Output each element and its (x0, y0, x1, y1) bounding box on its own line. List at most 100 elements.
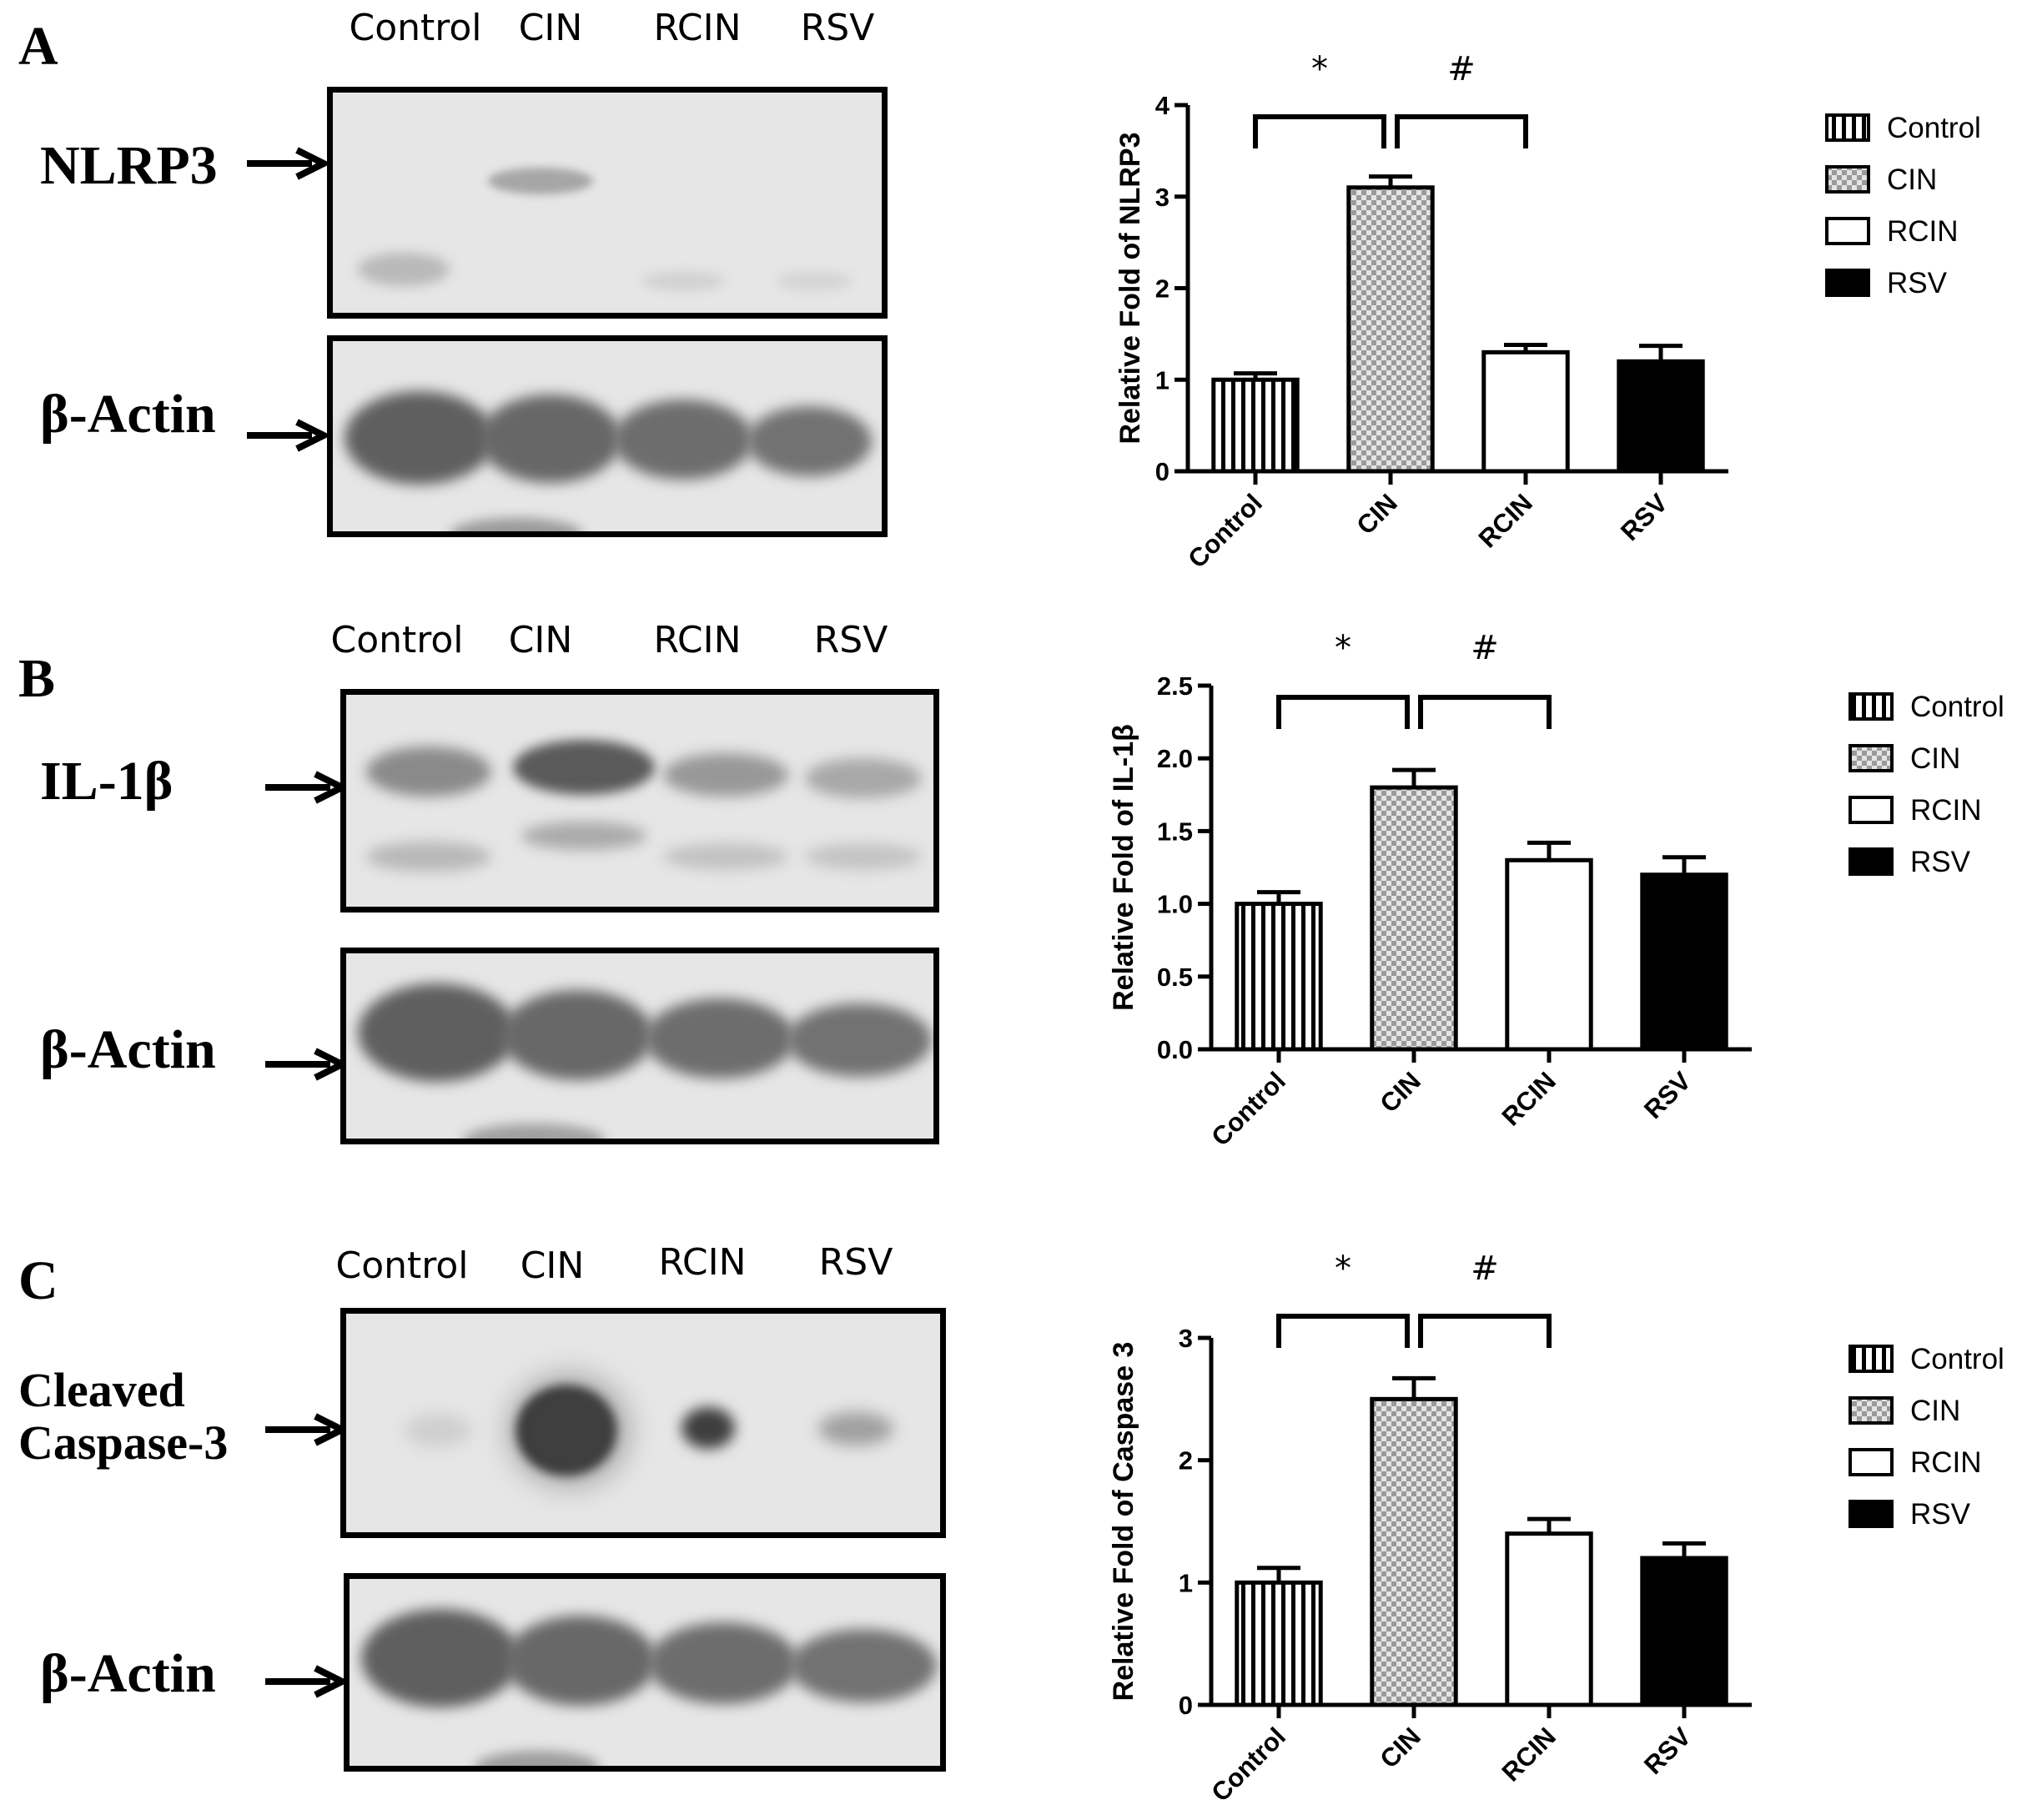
lane-label-rsv: RSV (818, 1241, 893, 1284)
y-tick-label: 1 (1179, 1568, 1193, 1597)
legend-swatch (1848, 847, 1894, 876)
significance-symbol: # (1447, 50, 1476, 88)
blot-band (682, 1407, 735, 1449)
significance-bracket (1276, 1314, 1410, 1348)
bar-control (1211, 377, 1300, 474)
legend-label: RCIN (1910, 1446, 1982, 1479)
blot-band (463, 1124, 605, 1139)
protein-label-beta-actin: β-Actin (40, 1019, 216, 1080)
y-tick-label: 2 (1179, 1446, 1193, 1476)
x-tick-label: Control (1205, 1722, 1291, 1807)
blot-band (501, 990, 653, 1080)
legend-swatch (1848, 796, 1894, 824)
significance-bracket (1395, 114, 1528, 148)
blot-band (747, 406, 872, 476)
y-tick-label: 2.0 (1157, 744, 1193, 773)
protein-label-beta-actin: β-Actin (40, 384, 216, 445)
significance-bracket (1276, 695, 1410, 729)
bar-rsv (1640, 1556, 1728, 1707)
y-tick-label: 3 (1179, 1324, 1193, 1353)
legend-label: RCIN (1887, 215, 1959, 248)
y-tick-label: 3 (1155, 183, 1169, 212)
bar-control (1235, 1580, 1323, 1707)
y-axis-label: Relative Fold of Caspase 3 (1108, 1342, 1139, 1702)
y-tick-label: 1 (1155, 365, 1169, 395)
x-tick-label: RCIN (1496, 1722, 1562, 1787)
legend-label: RCIN (1910, 794, 1982, 827)
lane-label-rcin: RCIN (653, 7, 742, 49)
blot-band (805, 843, 922, 870)
lane-label-rcin: RCIN (653, 619, 742, 661)
blot-band (506, 1372, 631, 1489)
y-tick-label: 0.0 (1157, 1035, 1193, 1064)
x-tick-label: CIN (1374, 1722, 1426, 1774)
protein-label-cleaved-caspase-3: Cleaved Caspase-3 (18, 1364, 229, 1470)
x-tick-label: RCIN (1496, 1066, 1562, 1131)
legend-swatch (1848, 692, 1894, 721)
legend-label: CIN (1910, 742, 1960, 775)
lane-label-rsv: RSV (813, 619, 888, 661)
panel-letter-c: C (18, 1250, 58, 1311)
blot-band (345, 391, 495, 485)
lane-label-rsv: RSV (800, 7, 875, 49)
lane-label-rcin: RCIN (658, 1241, 747, 1284)
blot-band (513, 740, 655, 795)
arrow-icon (265, 1665, 349, 1698)
x-tick-label: RSV (1638, 1066, 1697, 1124)
x-tick-label: CIN (1374, 1066, 1426, 1119)
bar-rsv (1640, 872, 1728, 1052)
legend-swatch (1848, 1345, 1894, 1373)
blot-band (790, 1629, 937, 1702)
blot-il1b (340, 689, 939, 913)
blot-band (805, 758, 922, 798)
blot-band (818, 1412, 893, 1445)
chart-a: 0 1 2 3 4 Relative Fold of NLRP3 Control CIN RCI… (1114, 50, 1981, 574)
chart-b: 0.0 0.5 1.0 1.5 2.0 2.5 Relative Fold of IL-1β… (1108, 629, 2004, 1152)
bar-cin (1370, 785, 1458, 1052)
legend-swatch (1825, 165, 1870, 194)
y-tick-label: 1.0 (1157, 890, 1193, 919)
x-tick-label: RSV (1615, 488, 1673, 546)
protein-label-line: Caspase-3 (18, 1415, 229, 1470)
significance-bracket (1418, 1314, 1552, 1348)
bar-rsv (1617, 359, 1705, 474)
lane-label-cin: CIN (508, 619, 573, 661)
legend-label: RSV (1910, 1498, 1971, 1531)
bar-rcin (1481, 349, 1570, 474)
lane-label-cin: CIN (520, 1244, 585, 1287)
lane-label-cin: CIN (518, 7, 583, 49)
blot-band (366, 842, 491, 872)
significance-bracket (1253, 114, 1386, 148)
bar-cin (1346, 185, 1435, 474)
y-tick-label: 2.5 (1157, 671, 1193, 701)
significance-symbol: * (1335, 629, 1351, 667)
blot-band (488, 168, 593, 194)
blot-nlrp3 (327, 87, 888, 319)
blot-band (358, 253, 450, 286)
legend-swatch (1825, 113, 1870, 142)
x-tick-label: CIN (1351, 488, 1403, 540)
legend-label: Control (1910, 691, 2004, 723)
blot-band (521, 822, 646, 850)
panel-letter-a: A (18, 16, 58, 77)
arrow-icon (247, 147, 330, 180)
blot-band (663, 753, 788, 797)
lane-label-control: Control (330, 619, 464, 661)
blot-beta-actin (344, 1573, 946, 1772)
blot-band (663, 843, 788, 870)
y-tick-label: 2 (1155, 274, 1169, 304)
blot-band (613, 400, 753, 480)
blot-band (450, 518, 583, 531)
y-tick-label: 0 (1155, 457, 1169, 486)
panel-letter-b: B (18, 648, 56, 709)
blot-band (405, 1414, 471, 1447)
blot-band (358, 983, 516, 1082)
blot-band (645, 998, 795, 1078)
blot-band (361, 1609, 520, 1707)
legend-swatch (1825, 269, 1870, 297)
chart-c: 0 1 2 3 Relative Fold of Caspase 3 Control CIN… (1108, 1249, 2004, 1807)
blot-band (480, 395, 621, 483)
legend-swatch (1848, 1448, 1894, 1476)
blot-band (475, 1751, 600, 1766)
significance-symbol: # (1471, 629, 1499, 667)
